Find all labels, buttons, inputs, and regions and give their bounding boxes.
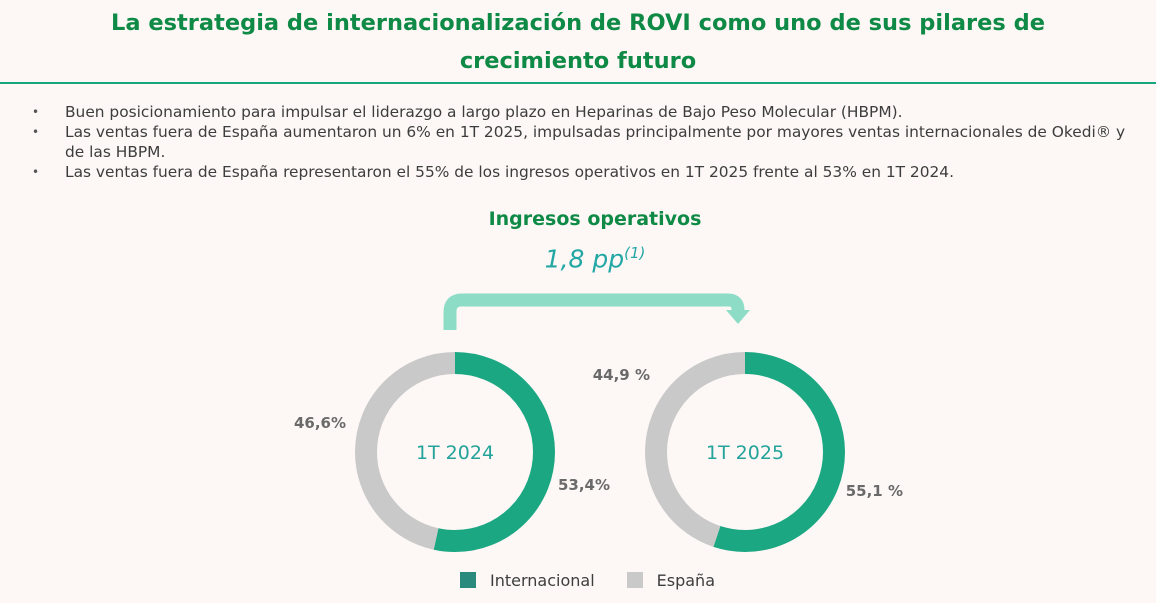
page-title-line-1: La estrategia de internacionalización de… — [111, 10, 1045, 36]
bullet-list: • Buen posicionamiento para impulsar el l… — [32, 102, 1132, 182]
bullet-text: Las ventas fuera de España aumentaron un… — [65, 123, 1126, 161]
donut-center-label: 1T 2025 — [706, 442, 784, 464]
bullet-item: • Buen posicionamiento para impulsar el l… — [32, 102, 1132, 122]
bullet-text: Las ventas fuera de España representaron… — [65, 163, 954, 181]
slice-label-espana: 46,6% — [294, 414, 346, 432]
donut-slice-espana — [355, 352, 555, 552]
legend-label-espana: España — [656, 570, 715, 590]
legend-swatch-espana — [626, 572, 643, 588]
chart-title: Ingresos operativos — [488, 208, 702, 230]
pp-footnote-ref: (1) — [624, 244, 646, 262]
pp-value: 1,8 pp — [544, 244, 625, 274]
legend-label-internacional: Internacional — [490, 570, 595, 590]
bullet-item: • Las ventas fuera de España aumentaron u… — [32, 122, 1132, 162]
slice-label-espana: 44,9 % — [593, 366, 650, 384]
transition-arrow — [443, 293, 745, 330]
bullet-item: • Las ventas fuera de España representaro… — [32, 162, 1132, 182]
pp-annotation: 1,8 pp(1) — [480, 244, 710, 273]
legend-swatch-internacional — [460, 572, 476, 588]
donut-slice-espana — [645, 352, 845, 552]
bullet-marker: • — [32, 125, 40, 139]
slice-label-internacional: 53,4% — [558, 476, 610, 494]
legend-item-internacional: Internacional — [460, 571, 595, 590]
legend-item-espana: España — [626, 570, 715, 590]
bullet-marker: • — [32, 165, 40, 179]
donut-center-label: 1T 2024 — [416, 442, 494, 464]
bullet-marker: • — [32, 105, 40, 119]
page-title-line-2: crecimiento futuro — [459, 48, 697, 74]
slice-label-internacional: 55,1 % — [846, 482, 903, 500]
bullet-text: Buen posicionamiento para impulsar el li… — [65, 103, 903, 121]
page-title: La estrategia de internacionalización de… — [0, 4, 1156, 80]
title-divider — [0, 82, 1156, 84]
chart-legend: Internacional España — [460, 570, 747, 590]
transition-arrow-head — [726, 310, 750, 324]
